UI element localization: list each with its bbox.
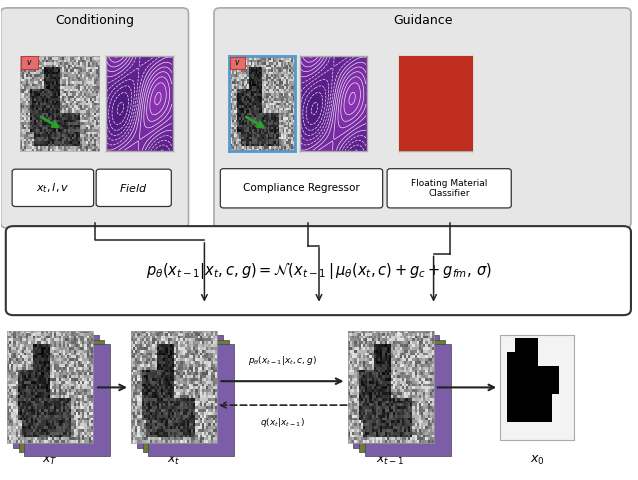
FancyBboxPatch shape <box>365 344 451 456</box>
FancyBboxPatch shape <box>13 335 99 448</box>
FancyBboxPatch shape <box>149 344 234 456</box>
Text: $v$: $v$ <box>26 58 33 67</box>
FancyBboxPatch shape <box>1 8 188 228</box>
Text: $x_t, l, v$: $x_t, l, v$ <box>36 181 70 195</box>
FancyBboxPatch shape <box>96 169 172 206</box>
FancyBboxPatch shape <box>21 56 38 69</box>
Text: $x_T$: $x_T$ <box>42 454 57 467</box>
FancyBboxPatch shape <box>353 335 440 448</box>
FancyBboxPatch shape <box>359 339 445 452</box>
Text: $v$: $v$ <box>234 59 241 67</box>
FancyBboxPatch shape <box>19 339 105 452</box>
FancyBboxPatch shape <box>24 344 110 456</box>
FancyBboxPatch shape <box>12 169 94 206</box>
Text: Floating Material
Classifier: Floating Material Classifier <box>411 179 487 198</box>
Text: $q(x_t|x_{t-1})$: $q(x_t|x_{t-1})$ <box>260 416 304 429</box>
FancyBboxPatch shape <box>137 335 223 448</box>
Text: Guidance: Guidance <box>393 14 452 27</box>
Text: Compliance Regressor: Compliance Regressor <box>243 183 360 193</box>
Text: $p_{\theta}(x_{t-1}|x_t, c, g)$: $p_{\theta}(x_{t-1}|x_t, c, g)$ <box>248 354 316 367</box>
FancyBboxPatch shape <box>214 8 631 228</box>
FancyBboxPatch shape <box>143 339 228 452</box>
FancyBboxPatch shape <box>220 168 383 208</box>
Text: $p_{\theta}(x_{t-1}|x_t, c, g) = \mathcal{N}(x_{t-1}\,|\,\mu_{\theta}(x_t, c) + : $p_{\theta}(x_{t-1}|x_t, c, g) = \mathca… <box>146 261 492 281</box>
FancyBboxPatch shape <box>230 57 245 69</box>
Text: $x_t$: $x_t$ <box>167 454 181 467</box>
FancyBboxPatch shape <box>6 226 631 315</box>
FancyBboxPatch shape <box>387 168 511 208</box>
Text: $\mathit{Field}$: $\mathit{Field}$ <box>119 182 148 194</box>
Text: $x_{t-1}$: $x_{t-1}$ <box>376 454 404 467</box>
Text: Conditioning: Conditioning <box>56 14 135 27</box>
Text: $x_0$: $x_0$ <box>530 454 545 467</box>
